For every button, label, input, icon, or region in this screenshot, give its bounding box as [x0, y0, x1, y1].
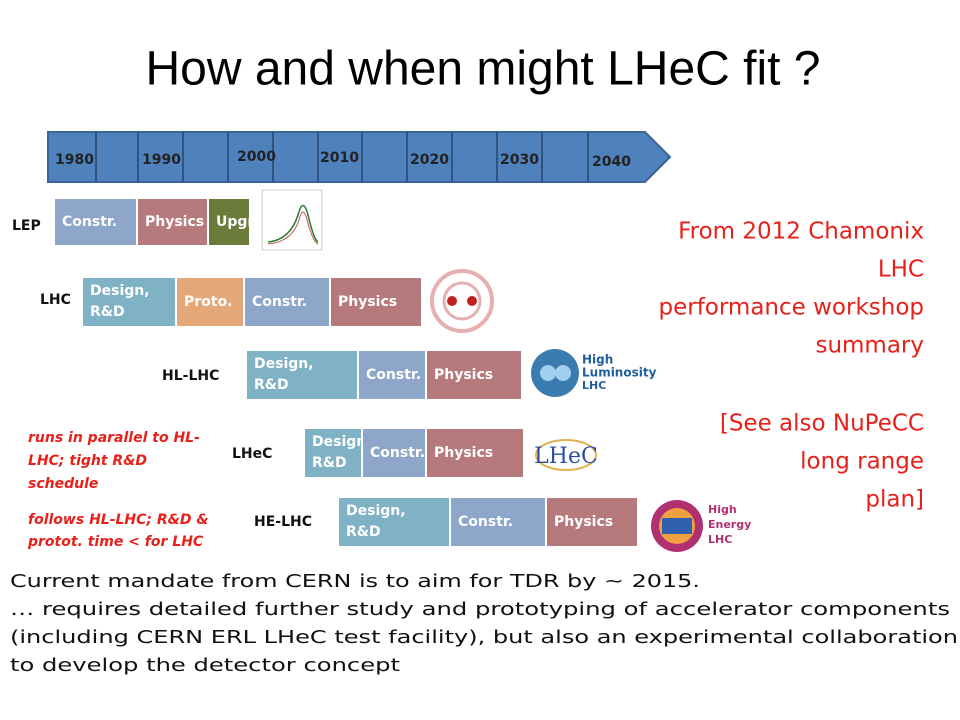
phase-label: R&D	[346, 524, 381, 540]
source-line: From 2012 Chamonix	[678, 219, 924, 245]
body-line: to develop the detector concept	[10, 655, 400, 676]
phase-label: Constr.	[366, 367, 421, 383]
body-line: … requires detailed further study and pr…	[10, 599, 950, 620]
phase-block	[329, 276, 423, 328]
lhec-logo	[535, 439, 597, 471]
year-label: 2000	[237, 149, 276, 165]
phase-block	[449, 496, 547, 548]
note-line: runs in parallel to HL-	[28, 430, 200, 446]
phase-label: R&D	[90, 304, 125, 320]
row-label: HL-LHC	[162, 368, 219, 384]
hl-lhc-logo	[531, 349, 579, 397]
field-lines	[430, 269, 494, 333]
phase-block	[81, 276, 177, 328]
year-label: 2040	[592, 154, 631, 170]
phase-block	[207, 197, 251, 247]
phase-block	[337, 496, 451, 548]
logo-text: High	[708, 503, 737, 516]
body-line: Current mandate from CERN is to aim for …	[10, 571, 700, 592]
phase-label: Physics	[554, 514, 613, 530]
note-line: LHC; tight R&D	[28, 453, 147, 469]
phase-label: Physics	[145, 214, 204, 230]
phase-label: Proto.	[184, 294, 232, 310]
year-label: 2020	[410, 152, 449, 168]
logo-text: LHC	[708, 533, 732, 546]
logo-text: High	[582, 353, 613, 367]
plot-frame	[261, 189, 323, 251]
plot-curve	[267, 211, 319, 245]
phase-label: Physics	[434, 445, 493, 461]
phase-block	[303, 427, 363, 479]
phase-block	[136, 197, 209, 247]
field-lines	[442, 281, 482, 321]
note-line: protot. time < for LHC	[27, 534, 204, 550]
year-label: 2010	[320, 150, 359, 166]
phase-label: Design,	[346, 503, 406, 519]
lep-plot	[261, 189, 323, 251]
phase-label: R&D	[312, 455, 347, 471]
slide-title: How and when might LHeC fit ?	[146, 43, 821, 96]
lhc-logo	[430, 269, 494, 333]
logo-core	[662, 518, 692, 534]
plot-curve	[267, 204, 319, 243]
phase-label: Physics	[338, 294, 397, 310]
source-line: summary	[815, 333, 924, 359]
source-line: [See also NuPeCC	[720, 411, 924, 437]
year-label: 1990	[142, 152, 181, 168]
note-line: schedule	[28, 476, 98, 492]
row-label: LHeC	[232, 446, 272, 462]
phase-label: Constr.	[370, 445, 425, 461]
year-label: 2030	[500, 152, 539, 168]
phase-block	[243, 276, 331, 328]
phase-block	[361, 427, 427, 479]
phase-label: Constr.	[62, 214, 117, 230]
timeline-arrow	[47, 131, 672, 183]
source-line: performance workshop	[659, 295, 925, 321]
phase-block	[53, 197, 138, 247]
phase-block	[425, 349, 523, 401]
body-line: (including CERN ERL LHeC test facility),…	[10, 627, 958, 648]
logo-ring	[540, 365, 556, 381]
phase-label: Upgr.	[216, 214, 258, 230]
phase-label: Design,	[254, 356, 314, 372]
beam	[467, 296, 477, 306]
beam	[447, 296, 457, 306]
phase-label: Constr.	[458, 514, 513, 530]
year-label: 1980	[55, 152, 94, 168]
source-line: LHC	[878, 257, 924, 283]
source-line: long range	[800, 449, 924, 475]
logo-text: LHeC	[534, 444, 598, 469]
row-label: LEP	[12, 218, 41, 234]
phase-label: Constr.	[252, 294, 307, 310]
row-label: LHC	[40, 292, 71, 308]
phase-block	[175, 276, 245, 328]
phase-block	[425, 427, 525, 479]
logo-text: Luminosity	[582, 366, 657, 380]
row-label: HE-LHC	[254, 514, 312, 530]
phase-label: Design,	[312, 434, 372, 450]
arrow-body	[47, 131, 672, 183]
arrow-dividers	[95, 132, 589, 182]
logo-text: LHC	[582, 379, 606, 392]
phase-label: Physics	[434, 367, 493, 383]
note-line: follows HL-LHC; R&D &	[28, 512, 209, 528]
source-line: plan]	[865, 487, 924, 513]
he-lhc-logo	[651, 500, 703, 552]
phase-label: Design,	[90, 283, 150, 299]
logo-ring	[535, 439, 597, 471]
phase-label: R&D	[254, 377, 289, 393]
logo-ring	[555, 365, 571, 381]
phase-block	[545, 496, 639, 548]
logo-text: Energy	[708, 518, 751, 531]
